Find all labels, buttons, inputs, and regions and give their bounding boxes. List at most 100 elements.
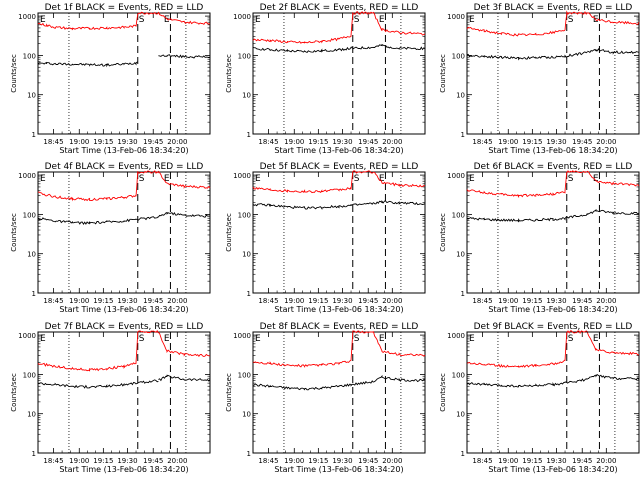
x-tick-label: 19:45 <box>358 138 378 146</box>
x-tick-label: 19:30 <box>546 138 566 146</box>
lld-series-line <box>37 170 211 202</box>
y-tick-label: 1 <box>461 131 465 139</box>
y-axis-label: Counts/sec <box>439 54 447 93</box>
x-tick-label: 19:45 <box>143 297 163 305</box>
marker-S: S <box>139 334 145 344</box>
y-tick-label: 10 <box>456 92 465 100</box>
y-tick-label: 1 <box>247 290 251 298</box>
x-tick-label: 18:45 <box>258 297 278 305</box>
x-tick-label: 19:15 <box>308 138 328 146</box>
x-axis-label: Start Time (13-Feb-06 18:34:20) <box>488 305 617 314</box>
panel-6: Det 6f BLACK = Events, RED = LLD 1 10 100 10… <box>439 162 640 314</box>
y-axis-label: Counts/sec <box>225 213 233 252</box>
y-tick-label: 10 <box>242 251 251 259</box>
y-tick-label: 1000 <box>18 13 36 21</box>
y-tick-label: 100 <box>452 371 465 379</box>
plot-frame <box>466 331 640 454</box>
y-axis-label: Counts/sec <box>10 54 18 93</box>
panel-title: Det 4f BLACK = Events, RED = LLD <box>45 162 204 172</box>
events-series-line <box>37 211 211 225</box>
marker-E: E <box>379 15 385 25</box>
y-tick-label: 10 <box>27 251 36 259</box>
x-tick-label: 19:00 <box>69 138 89 146</box>
x-tick-label: 20:00 <box>167 138 187 146</box>
y-tick-label: 100 <box>238 211 251 219</box>
y-tick-label: 10 <box>27 92 36 100</box>
x-tick-label: 18:45 <box>43 297 63 305</box>
marker-S: S <box>354 174 360 184</box>
y-tick-label: 1000 <box>233 332 251 340</box>
x-tick-label: 20:00 <box>167 297 187 305</box>
y-tick-label: 1000 <box>233 13 251 21</box>
panel-title: Det 2f BLACK = Events, RED = LLD <box>260 3 419 13</box>
lld-series-line <box>466 10 640 37</box>
panel-1: Det 1f BLACK = Events, RED = LLD 1 10 100 10… <box>10 3 211 155</box>
panel-title: Det 8f BLACK = Events, RED = LLD <box>260 322 419 332</box>
marker-S: S <box>354 334 360 344</box>
x-tick-label: 19:45 <box>572 457 592 465</box>
panel-title: Det 1f BLACK = Events, RED = LLD <box>45 3 204 13</box>
y-tick-label: 1 <box>461 290 465 298</box>
x-tick-label: 18:45 <box>472 138 492 146</box>
x-tick-label: 19:30 <box>332 297 352 305</box>
lld-series-line <box>466 170 640 199</box>
x-axis-label: Start Time (13-Feb-06 18:34:20) <box>59 305 188 314</box>
marker-S: S <box>568 15 574 25</box>
y-axis-label: Counts/sec <box>10 213 18 252</box>
marker-S: S <box>139 15 145 25</box>
marker-E: E <box>593 174 599 184</box>
events-series-line <box>252 374 426 391</box>
y-tick-label: 1000 <box>447 332 465 340</box>
x-tick-label: 19:30 <box>546 457 566 465</box>
x-tick-label: 19:00 <box>284 138 304 146</box>
x-tick-label: 19:30 <box>332 138 352 146</box>
events-series-line <box>37 374 211 389</box>
x-tick-label: 19:00 <box>498 138 518 146</box>
lld-series-line <box>37 11 211 31</box>
x-tick-label: 19:15 <box>522 297 542 305</box>
x-tick-label: 19:15 <box>93 297 113 305</box>
x-tick-label: 18:45 <box>472 457 492 465</box>
panel-title: Det 5f BLACK = Events, RED = LLD <box>260 162 419 172</box>
x-tick-label: 19:30 <box>117 138 137 146</box>
x-axis-label: Start Time (13-Feb-06 18:34:20) <box>274 146 403 155</box>
panel-5: Det 5f BLACK = Events, RED = LLD 1 10 100 10… <box>225 162 426 314</box>
marker-S: S <box>354 15 360 25</box>
x-tick-label: 19:00 <box>69 297 89 305</box>
marker-E-left: E <box>40 334 46 344</box>
y-tick-label: 10 <box>27 411 36 419</box>
x-tick-label: 19:15 <box>522 138 542 146</box>
y-tick-label: 1 <box>32 290 36 298</box>
x-tick-label: 19:45 <box>572 297 592 305</box>
x-tick-label: 19:45 <box>572 138 592 146</box>
marker-E-left: E <box>255 334 261 344</box>
x-tick-label: 18:45 <box>258 138 278 146</box>
marker-E: E <box>379 174 385 184</box>
panel-title: Det 9f BLACK = Events, RED = LLD <box>474 322 633 332</box>
marker-E-left: E <box>469 174 475 184</box>
lld-series-line <box>252 330 426 369</box>
y-tick-label: 100 <box>238 371 251 379</box>
y-tick-label: 100 <box>23 211 36 219</box>
x-tick-label: 19:15 <box>308 297 328 305</box>
y-tick-label: 100 <box>23 52 36 60</box>
y-tick-label: 1000 <box>18 332 36 340</box>
plot-frame <box>252 171 426 294</box>
y-tick-label: 10 <box>456 411 465 419</box>
panel-8: Det 8f BLACK = Events, RED = LLD 1 10 100 10… <box>225 322 426 474</box>
y-tick-label: 1 <box>32 131 36 139</box>
x-tick-label: 19:45 <box>143 457 163 465</box>
y-tick-label: 1 <box>32 450 36 458</box>
x-tick-label: 20:00 <box>382 297 402 305</box>
x-axis-label: Start Time (13-Feb-06 18:34:20) <box>274 305 403 314</box>
panel-7: Det 7f BLACK = Events, RED = LLD 1 10 100 10… <box>10 322 211 474</box>
y-axis-label: Counts/sec <box>225 54 233 93</box>
y-tick-label: 1 <box>247 131 251 139</box>
y-tick-label: 1000 <box>447 13 465 21</box>
x-tick-label: 19:00 <box>284 297 304 305</box>
y-tick-label: 1000 <box>447 172 465 180</box>
lld-series-line <box>37 329 210 372</box>
x-tick-label: 20:00 <box>167 457 187 465</box>
panel-9: Det 9f BLACK = Events, RED = LLD 1 10 100 10… <box>439 322 640 474</box>
marker-E: E <box>164 334 170 344</box>
